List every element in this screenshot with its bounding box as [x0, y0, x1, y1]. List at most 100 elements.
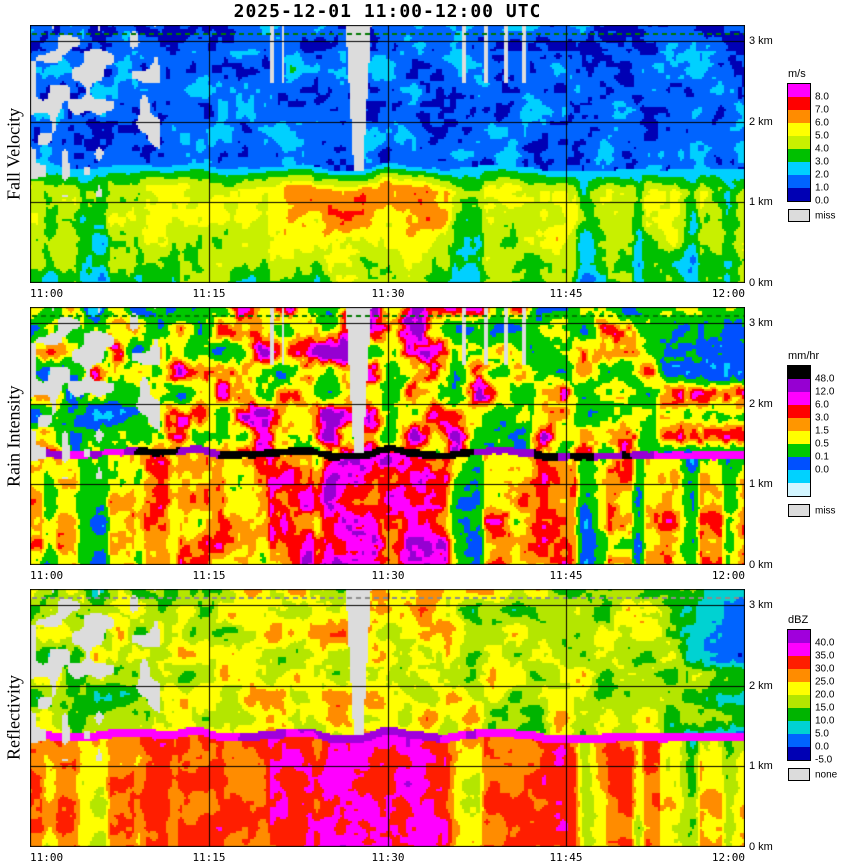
colorbar-units-label: mm/hr	[788, 350, 820, 362]
colorbar-missing-swatch	[788, 209, 810, 222]
colorbar-tick-label: 4.0	[815, 143, 829, 155]
colorbar-tick-label: 0.5	[815, 438, 829, 450]
colorbar-segment	[788, 630, 810, 643]
x-tick-label: 11:00	[30, 287, 64, 300]
colorbar-segment	[788, 669, 810, 682]
colorbar-segment	[788, 392, 810, 405]
colorbar-tick-label: 1.5	[815, 425, 829, 437]
colorbar-missing-label: none	[815, 769, 838, 780]
height-tick-label: 2 km	[749, 398, 773, 410]
colorbar-segment	[788, 162, 810, 175]
colorbar-tick-label: 35.0	[815, 650, 835, 662]
x-tick-label: 11:15	[192, 287, 226, 300]
x-tick-label: 11:30	[371, 287, 405, 300]
reflectivity-axis-label: Reflectivity	[3, 675, 24, 761]
height-tick-label: 1 km	[749, 760, 773, 772]
colorbar-segment	[788, 444, 810, 457]
colorbar-tick-label: 5.0	[815, 728, 829, 740]
colorbar-segment	[788, 708, 810, 721]
fall-velocity-heatmap	[30, 25, 745, 283]
colorbar-tick-label: 10.0	[815, 715, 835, 727]
colorbar-tick-label: 3.0	[815, 156, 829, 168]
x-tick-label: 11:30	[371, 851, 405, 864]
colorbar-tick-label: 40.0	[815, 637, 835, 649]
colorbar-tick-label: 8.0	[815, 91, 829, 103]
colorbar-tick-label: 25.0	[815, 676, 835, 688]
rain-intensity-axis-label: Rain Intensity	[3, 385, 24, 487]
colorbar-missing-label: miss	[815, 505, 836, 516]
height-tick-label: 3 km	[749, 599, 773, 611]
colorbar-segment	[788, 149, 810, 162]
x-tick-label: 11:45	[549, 287, 583, 300]
height-tick-label: 2 km	[749, 116, 773, 128]
x-tick-label: 12:00	[711, 569, 745, 582]
reflectivity-heatmap	[30, 589, 745, 847]
colorbar-segment	[788, 695, 810, 708]
colorbar-tick-label: 15.0	[815, 702, 835, 714]
colorbar-segment	[788, 188, 810, 201]
fall-velocity-axis-label: Fall Velocity	[3, 107, 24, 201]
colorbar-segment	[788, 643, 810, 656]
colorbar-tick-label: 5.0	[815, 130, 829, 142]
colorbar-segment	[788, 379, 810, 392]
x-tick-label: 11:30	[371, 569, 405, 582]
height-tick-label: 0 km	[749, 559, 773, 571]
colorbar-tick-label: 6.0	[815, 117, 829, 129]
colorbar-tick-label: 0.0	[815, 741, 829, 753]
colorbar-tick-label: 0.1	[815, 451, 829, 463]
colorbar-missing-label: miss	[815, 210, 836, 221]
colorbar-segment	[788, 84, 810, 97]
x-tick-label: 11:00	[30, 851, 64, 864]
colorbar-segment	[788, 123, 810, 136]
colorbar-tick-label: 48.0	[815, 373, 835, 385]
height-tick-label: 3 km	[749, 35, 773, 47]
x-tick-label: 12:00	[711, 851, 745, 864]
colorbar-tick-label: 2.0	[815, 169, 829, 181]
colorbar-segment	[788, 175, 810, 188]
colorbar-segment	[788, 457, 810, 470]
colorbar-segment	[788, 656, 810, 669]
plot-title: 2025-12-01 11:00-12:00 UTC	[233, 1, 542, 22]
colorbar-segment	[788, 97, 810, 110]
colorbar-segment	[788, 110, 810, 123]
colorbar-units-label: m/s	[788, 68, 806, 80]
colorbar-tick-label: 12.0	[815, 386, 835, 398]
colorbar-segment	[788, 734, 810, 747]
colorbar-tick-label: 0.0	[815, 195, 829, 207]
colorbar-units-label: dBZ	[788, 614, 809, 626]
colorbar-tick-label: 6.0	[815, 399, 829, 411]
height-tick-label: 2 km	[749, 680, 773, 692]
height-tick-label: 1 km	[749, 196, 773, 208]
height-tick-label: 3 km	[749, 317, 773, 329]
colorbar-tick-label: 30.0	[815, 663, 835, 675]
colorbar-segment	[788, 747, 810, 760]
colorbar-segment	[788, 470, 810, 483]
colorbar-missing-swatch	[788, 768, 810, 781]
colorbar-tick-label: 1.0	[815, 182, 829, 194]
colorbar-missing-swatch	[788, 504, 810, 517]
x-tick-label: 11:45	[549, 851, 583, 864]
x-tick-label: 11:15	[192, 851, 226, 864]
colorbar-segment	[788, 721, 810, 734]
colorbar-segment	[788, 483, 810, 496]
colorbar-tick-label: 7.0	[815, 104, 829, 116]
colorbar-segment	[788, 405, 810, 418]
colorbar-tick-label: 3.0	[815, 412, 829, 424]
colorbar-segment	[788, 682, 810, 695]
x-tick-label: 11:45	[549, 569, 583, 582]
height-tick-label: 0 km	[749, 277, 773, 289]
colorbar-segment	[788, 431, 810, 444]
colorbar-segment	[788, 418, 810, 431]
colorbar-tick-label: -5.0	[815, 754, 833, 766]
height-tick-label: 1 km	[749, 478, 773, 490]
colorbar-tick-label: 20.0	[815, 689, 835, 701]
height-tick-label: 0 km	[749, 841, 773, 853]
x-tick-label: 11:15	[192, 569, 226, 582]
colorbar-tick-label: 0.0	[815, 464, 829, 476]
colorbar-segment	[788, 366, 810, 379]
x-tick-label: 12:00	[711, 287, 745, 300]
x-tick-label: 11:00	[30, 569, 64, 582]
rain-intensity-heatmap	[30, 307, 745, 565]
colorbar-segment	[788, 136, 810, 149]
